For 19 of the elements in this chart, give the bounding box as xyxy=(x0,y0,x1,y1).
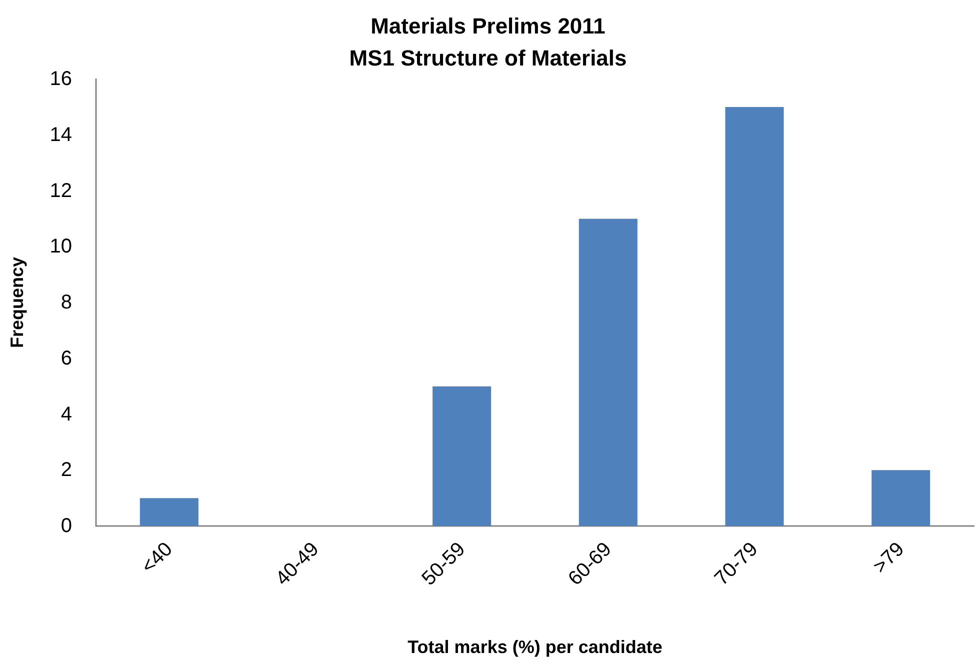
bar xyxy=(725,106,784,526)
bar xyxy=(432,386,492,526)
chart-title: Materials Prelims 2011 MS1 Structure of Materials xyxy=(349,14,627,70)
x-tick-label: <40 xyxy=(137,538,177,578)
bar xyxy=(578,218,638,526)
y-tick-label: 8 xyxy=(60,292,72,314)
y-tick-label: 12 xyxy=(50,180,72,202)
y-axis-title: Frequency xyxy=(7,256,27,348)
bar xyxy=(872,470,930,526)
y-tick-label: 16 xyxy=(50,68,72,90)
y-tick-label: 14 xyxy=(50,124,72,146)
y-tick-label: 2 xyxy=(60,459,72,482)
bar xyxy=(140,498,198,526)
y-tick-label: 4 xyxy=(60,403,72,426)
x-tick-label: >79 xyxy=(869,538,909,578)
x-axis-title: Total marks (%) per candidate xyxy=(408,637,662,657)
y-tick-label: 10 xyxy=(50,236,72,258)
y-tick-label: 6 xyxy=(60,347,72,370)
y-tick-label: 0 xyxy=(60,515,72,537)
